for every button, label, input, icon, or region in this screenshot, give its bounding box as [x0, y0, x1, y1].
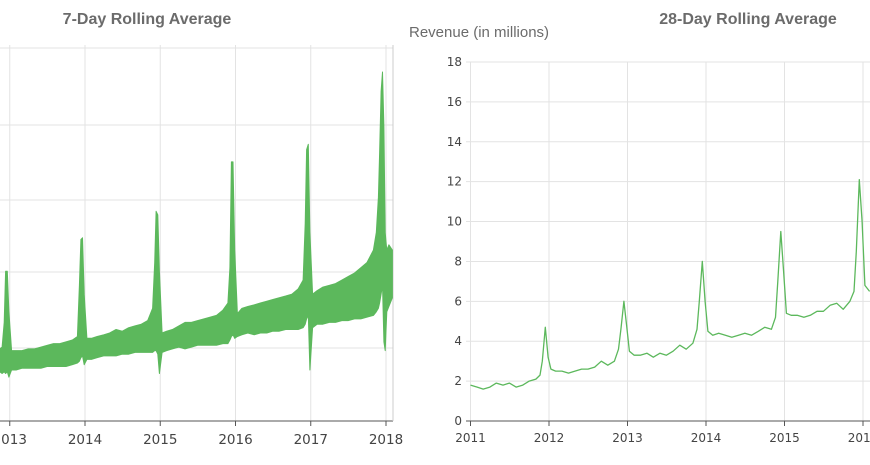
- y-tick-label: 18: [447, 55, 462, 69]
- chart-7day-plot: [0, 71, 393, 378]
- y-tick-label: 12: [447, 175, 462, 189]
- y-tick-label: 4: [454, 334, 462, 348]
- x-tick-label: 2013: [612, 431, 643, 445]
- series-28day-line: [470, 179, 870, 390]
- x-tick-label: 2016: [218, 432, 252, 448]
- chart-28day-grid: [466, 61, 870, 422]
- y-tick-label: 16: [447, 95, 462, 109]
- x-tick-label: 2018: [369, 432, 403, 448]
- chart-7day-title: 7-Day Rolling Average: [63, 11, 232, 28]
- x-tick-label: 2016: [848, 431, 870, 445]
- x-tick-label: 2015: [143, 432, 177, 448]
- chart-28day-plot: [470, 179, 870, 390]
- y-tick-label: 10: [447, 215, 462, 229]
- y-tick-label: 2: [454, 374, 462, 388]
- chart-28day-title: 28-Day Rolling Average: [659, 11, 837, 28]
- series-7day-band: [0, 71, 393, 378]
- y-tick-label: 0: [454, 414, 462, 428]
- x-tick-label: 2012: [534, 431, 565, 445]
- y-tick-label: 14: [447, 135, 462, 149]
- x-tick-label: 2011: [455, 431, 486, 445]
- x-tick-label: 2017: [294, 432, 328, 448]
- x-tick-label: 2015: [769, 431, 800, 445]
- chart-28day: 28-Day Rolling Average Revenue (in milli…: [409, 11, 870, 445]
- chart-28day-y-axis-label: Revenue (in millions): [409, 24, 549, 41]
- chart-28day-y-ticks: 0 2 4 6 8 10 12 14 16 18: [447, 55, 462, 428]
- y-tick-label: 8: [454, 254, 462, 268]
- chart-7day-x-ticks: 2012201320142015201620172018: [0, 421, 403, 448]
- x-tick-label: 2013: [0, 432, 27, 448]
- chart-7day: 7-Day Rolling Average 201220132014201520…: [0, 11, 403, 448]
- x-tick-label: 2014: [691, 431, 722, 445]
- chart-28day-x-ticks: 2011 2012 2013 2014 2015 2016: [455, 421, 870, 445]
- x-tick-label: 2014: [68, 432, 102, 448]
- y-tick-label: 6: [454, 294, 462, 308]
